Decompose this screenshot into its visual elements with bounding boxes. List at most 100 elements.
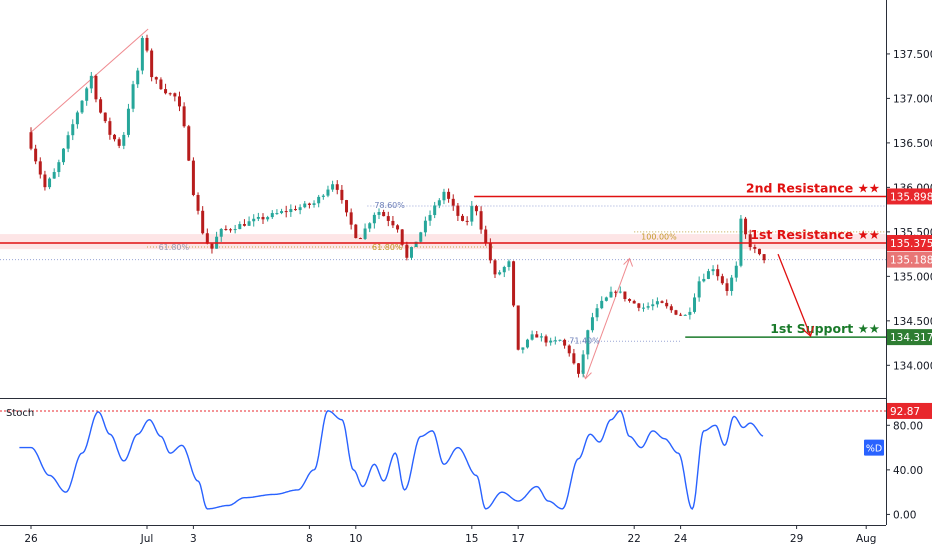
candle-up[interactable]: [651, 304, 655, 307]
candle-down[interactable]: [744, 218, 748, 235]
candlestick-series[interactable]: [29, 34, 766, 378]
candle-up[interactable]: [595, 308, 599, 318]
candle-up[interactable]: [219, 228, 223, 237]
candle-up[interactable]: [275, 213, 279, 215]
candle-down[interactable]: [563, 339, 567, 346]
candle-up[interactable]: [289, 209, 293, 213]
candle-up[interactable]: [52, 172, 56, 179]
candle-down[interactable]: [762, 254, 766, 261]
candle-down[interactable]: [94, 75, 98, 100]
candle-down[interactable]: [38, 161, 42, 175]
candle-down[interactable]: [284, 211, 288, 213]
candle-up[interactable]: [66, 135, 70, 149]
candle-down[interactable]: [150, 50, 154, 78]
time-axis[interactable]: 26 Jul 3 8 10 15 17 22 24 29 Aug: [24, 525, 876, 545]
candle-up[interactable]: [697, 281, 701, 298]
candle-up[interactable]: [252, 218, 256, 222]
candle-up[interactable]: [89, 75, 93, 89]
candle-down[interactable]: [474, 206, 478, 212]
candle-down[interactable]: [210, 243, 214, 249]
candle-down[interactable]: [456, 205, 460, 216]
candle-up[interactable]: [85, 88, 89, 101]
candle-down[interactable]: [182, 106, 186, 127]
candle-up[interactable]: [233, 229, 237, 231]
candle-up[interactable]: [739, 218, 743, 266]
candle-up[interactable]: [507, 261, 511, 267]
candle-down[interactable]: [623, 291, 627, 300]
candle-up[interactable]: [604, 297, 608, 301]
candle-down[interactable]: [145, 37, 149, 51]
candle-down[interactable]: [748, 234, 752, 248]
candle-down[interactable]: [577, 363, 581, 374]
candle-up[interactable]: [126, 108, 130, 135]
candle-down[interactable]: [293, 209, 297, 211]
candle-down[interactable]: [201, 210, 205, 234]
candle-down[interactable]: [572, 353, 576, 364]
candle-up[interactable]: [428, 215, 432, 221]
candle-up[interactable]: [372, 214, 376, 224]
candle-down[interactable]: [205, 233, 209, 244]
candle-down[interactable]: [382, 212, 386, 217]
candle-up[interactable]: [711, 269, 715, 272]
candle-down[interactable]: [168, 93, 172, 95]
candle-down[interactable]: [660, 301, 664, 303]
candle-up[interactable]: [530, 334, 534, 340]
candle-down[interactable]: [191, 160, 195, 195]
candle-down[interactable]: [196, 194, 200, 211]
candle-down[interactable]: [224, 228, 228, 230]
candle-up[interactable]: [298, 207, 302, 211]
candle-down[interactable]: [488, 243, 492, 261]
candle-up[interactable]: [419, 232, 423, 242]
candle-down[interactable]: [753, 247, 757, 249]
candle-down[interactable]: [354, 224, 358, 239]
candle-up[interactable]: [377, 212, 381, 215]
candle-down[interactable]: [307, 203, 311, 205]
candle-up[interactable]: [57, 162, 61, 173]
candle-up[interactable]: [586, 330, 590, 355]
candle-up[interactable]: [558, 339, 562, 341]
candle-up[interactable]: [75, 112, 79, 125]
candle-up[interactable]: [122, 134, 126, 146]
candle-down[interactable]: [628, 299, 632, 301]
candle-down[interactable]: [242, 224, 246, 226]
candle-down[interactable]: [451, 198, 455, 206]
candle-down[interactable]: [164, 89, 168, 94]
candle-down[interactable]: [113, 134, 117, 140]
candle-down[interactable]: [479, 211, 483, 230]
candle-up[interactable]: [433, 205, 437, 216]
candle-up[interactable]: [734, 265, 738, 278]
candle-up[interactable]: [414, 241, 418, 248]
candle-down[interactable]: [173, 93, 177, 97]
candle-down[interactable]: [108, 121, 112, 135]
candle-up[interactable]: [280, 211, 284, 214]
candle-up[interactable]: [683, 314, 687, 316]
candle-up[interactable]: [326, 189, 330, 196]
candle-down[interactable]: [720, 276, 724, 284]
candle-up[interactable]: [238, 224, 242, 230]
candle-up[interactable]: [80, 100, 84, 113]
candle-down[interactable]: [386, 216, 390, 221]
candle-up[interactable]: [312, 203, 316, 205]
candle-up[interactable]: [409, 247, 413, 258]
candle-up[interactable]: [363, 228, 367, 239]
candle-up[interactable]: [270, 213, 274, 218]
candle-up[interactable]: [706, 271, 710, 279]
candle-down[interactable]: [43, 174, 47, 188]
candle-down[interactable]: [535, 334, 539, 338]
candle-up[interactable]: [539, 336, 543, 338]
candle-down[interactable]: [117, 139, 121, 146]
candle-down[interactable]: [358, 238, 362, 240]
candle-up[interactable]: [321, 195, 325, 197]
candle-down[interactable]: [345, 200, 349, 213]
candle-up[interactable]: [247, 221, 251, 226]
candle-up[interactable]: [693, 297, 697, 312]
candle-down[interactable]: [187, 126, 191, 161]
candle-down[interactable]: [637, 303, 641, 308]
candle-up[interactable]: [609, 291, 613, 298]
stochastic-panel[interactable]: [0, 410, 886, 510]
candle-down[interactable]: [614, 291, 618, 293]
candle-up[interactable]: [140, 37, 144, 71]
candle-down[interactable]: [34, 148, 38, 162]
candle-down[interactable]: [335, 184, 339, 190]
